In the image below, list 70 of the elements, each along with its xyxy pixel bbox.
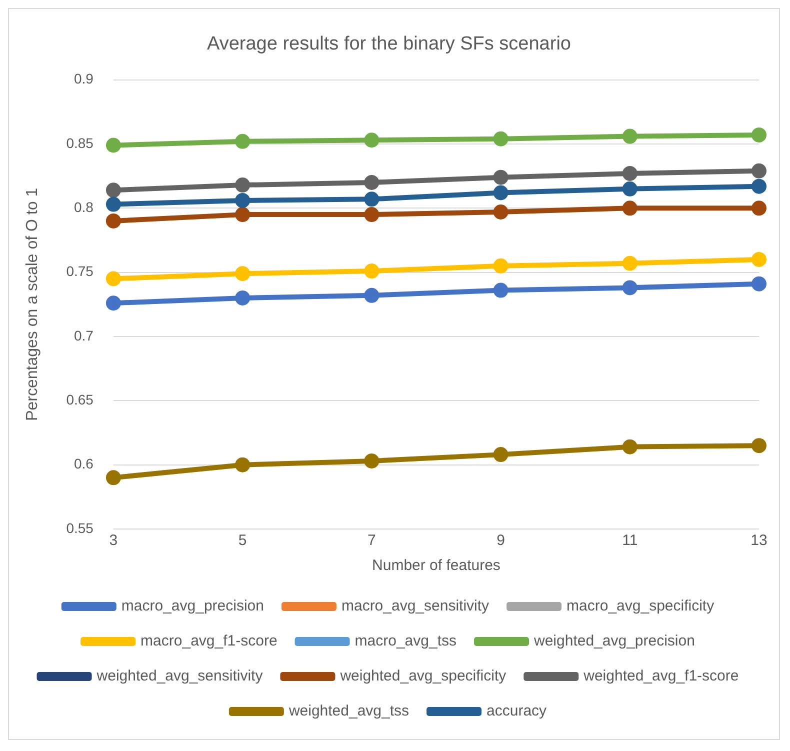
legend-label: weighted_avg_f1-score (582, 668, 739, 685)
y-tick-label: 0.8 (74, 199, 94, 215)
point (493, 170, 508, 185)
point (235, 266, 250, 282)
point (752, 252, 766, 267)
point (106, 271, 121, 286)
point (622, 280, 638, 296)
point (493, 185, 508, 200)
legend-label: weighted_avg_sensitivity (96, 668, 264, 685)
point (364, 453, 380, 468)
legend-label: weighted_avg_tss (288, 702, 410, 720)
y-tick-label: 0.55 (66, 520, 94, 536)
point (364, 174, 380, 190)
y-tick-label: 0.7 (74, 327, 94, 344)
point (364, 192, 380, 207)
point (752, 200, 766, 216)
x-tick-label: 11 (622, 532, 638, 550)
point (106, 196, 121, 212)
point (364, 207, 380, 222)
y-tick-label: 0.75 (66, 263, 94, 280)
x-tick-label: 3 (109, 532, 118, 550)
point (622, 166, 638, 181)
point (235, 134, 250, 149)
y-axis-title: Percentages on a scale of O to 1 (24, 188, 42, 421)
point (622, 200, 638, 216)
legend-label: weighted_avg_specificity (339, 668, 507, 685)
chart-title: Average results for the binary SFs scenario (207, 34, 571, 55)
x-tick-label: 9 (496, 532, 505, 550)
point (364, 132, 380, 148)
y-tick-label: 0.65 (66, 392, 94, 408)
legend-label: weighted_avg_precision (533, 632, 695, 650)
y-tick-label: 0.85 (66, 134, 94, 151)
point (752, 163, 766, 178)
legend-label: macro_avg_specificity (566, 598, 715, 615)
point (235, 207, 250, 222)
point (622, 181, 638, 196)
point (235, 290, 250, 306)
point (364, 288, 380, 303)
x-tick-label: 13 (750, 532, 768, 550)
point (493, 204, 508, 220)
point (752, 178, 766, 194)
point (106, 470, 121, 486)
point (106, 296, 121, 311)
legend-label: macro_avg_sensitivity (341, 598, 490, 615)
point (106, 138, 121, 153)
point (106, 213, 121, 228)
x-axis-title: Number of features (372, 557, 500, 574)
point (235, 178, 250, 193)
y-tick-label: 0.6 (74, 456, 94, 472)
legend-label: macro_avg_tss (354, 632, 457, 650)
legend-label: macro_avg_precision (121, 598, 264, 615)
legend-label: accuracy (486, 702, 548, 720)
point (493, 258, 508, 274)
point (235, 457, 250, 472)
legend-label: macro_avg_f1-score (140, 632, 278, 650)
point (235, 192, 250, 208)
point (752, 127, 766, 142)
point (493, 282, 508, 298)
point (106, 182, 121, 198)
x-tick-label: 7 (367, 532, 376, 550)
point (622, 128, 638, 144)
point (364, 264, 380, 279)
point (622, 439, 638, 454)
x-tick-label: 5 (238, 532, 247, 550)
point (493, 447, 508, 462)
point (752, 438, 766, 454)
point (752, 276, 766, 292)
point (493, 131, 508, 146)
point (622, 256, 638, 271)
y-tick-label: 0.9 (74, 70, 94, 87)
